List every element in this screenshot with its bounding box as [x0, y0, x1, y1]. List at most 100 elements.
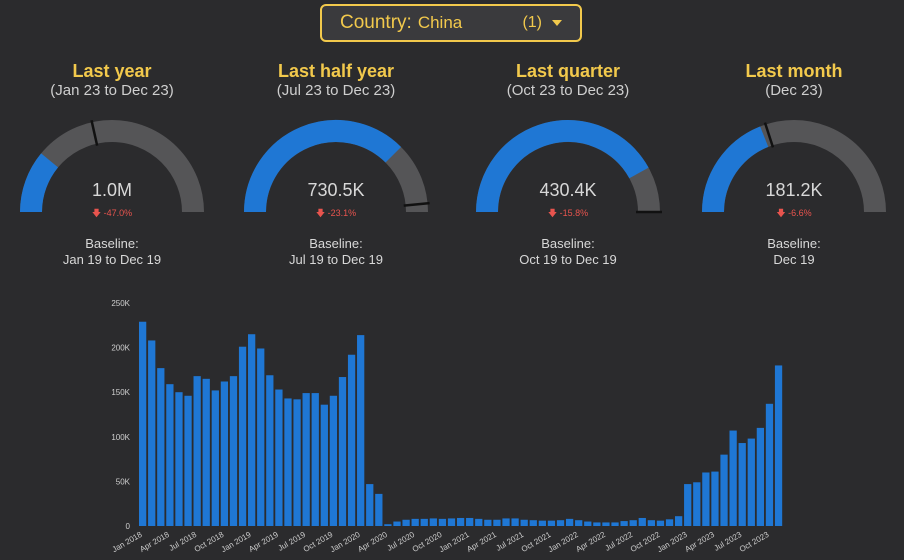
bar[interactable] [466, 518, 473, 526]
bar[interactable] [157, 368, 164, 526]
bar[interactable] [639, 518, 646, 526]
bar[interactable] [266, 375, 273, 526]
bar[interactable] [221, 382, 228, 527]
bar[interactable] [593, 522, 600, 526]
bar[interactable] [457, 518, 464, 526]
bar[interactable] [348, 355, 355, 526]
bar[interactable] [166, 384, 173, 526]
x-tick-label: Apr 2022 [574, 530, 607, 554]
bar[interactable] [257, 348, 264, 526]
bar[interactable] [339, 377, 346, 526]
bar[interactable] [775, 365, 782, 526]
bar[interactable] [611, 522, 618, 526]
bar[interactable] [421, 519, 428, 526]
bar[interactable] [548, 521, 555, 526]
gauge [2, 100, 222, 220]
bar[interactable] [330, 396, 337, 526]
bar[interactable] [212, 390, 219, 526]
bar[interactable] [620, 521, 627, 526]
bar[interactable] [439, 519, 446, 526]
baseline-range: Dec 19 [684, 252, 904, 268]
kpi-baseline: Baseline: Jan 19 to Dec 19 [2, 236, 222, 268]
y-tick-label: 150K [111, 388, 130, 397]
bar[interactable] [675, 516, 682, 526]
kpi-range: (Jul 23 to Dec 23) [226, 82, 446, 100]
country-filter-dropdown[interactable]: Country : China (1) [320, 4, 582, 42]
bar[interactable] [602, 522, 609, 526]
bar[interactable] [711, 472, 718, 526]
x-tick-label: Jan 2021 [438, 530, 471, 555]
x-tick-label: Oct 2023 [738, 530, 771, 554]
y-tick-label: 100K [111, 433, 130, 442]
baseline-range: Oct 19 to Dec 19 [458, 252, 678, 268]
bar[interactable] [384, 524, 391, 526]
bar[interactable] [484, 520, 491, 526]
bar[interactable] [748, 439, 755, 526]
bar[interactable] [239, 347, 246, 526]
bar[interactable] [357, 335, 364, 526]
bar[interactable] [539, 521, 546, 526]
bar[interactable] [139, 322, 146, 526]
filter-label: Country [340, 12, 407, 34]
kpi-title: Last half year [226, 60, 446, 82]
kpi-delta: 🡇 -23.1% [226, 206, 446, 222]
bar[interactable] [230, 376, 237, 526]
bar[interactable] [148, 340, 155, 526]
bar[interactable] [521, 520, 528, 526]
bar[interactable] [648, 520, 655, 526]
bar[interactable] [284, 398, 291, 526]
bar[interactable] [203, 379, 210, 526]
bar[interactable] [702, 472, 709, 526]
baseline-range: Jan 19 to Dec 19 [2, 252, 222, 268]
filter-value: China [418, 13, 462, 33]
bar[interactable] [584, 522, 591, 526]
bar[interactable] [729, 431, 736, 526]
bar[interactable] [502, 518, 509, 526]
bar[interactable] [375, 494, 382, 526]
bar[interactable] [175, 392, 182, 526]
bar[interactable] [366, 484, 373, 526]
bar[interactable] [194, 376, 201, 526]
baseline-label: Baseline: [458, 236, 678, 252]
bar[interactable] [448, 518, 455, 526]
bar[interactable] [693, 482, 700, 526]
bar[interactable] [393, 522, 400, 526]
bar[interactable] [402, 520, 409, 526]
bar[interactable] [275, 390, 282, 526]
bar[interactable] [566, 519, 573, 526]
bar[interactable] [511, 518, 518, 526]
bar[interactable] [575, 520, 582, 526]
gauge [226, 100, 446, 220]
chevron-down-icon[interactable] [552, 20, 562, 26]
kpi-card-last-half-year: Last half year (Jul 23 to Dec 23) 730.5K… [226, 60, 446, 220]
bar[interactable] [293, 399, 300, 526]
bar[interactable] [430, 518, 437, 526]
bar[interactable] [666, 519, 673, 526]
bar[interactable] [557, 520, 564, 526]
bar[interactable] [184, 396, 191, 526]
bar[interactable] [757, 428, 764, 526]
bar[interactable] [630, 520, 637, 526]
bar[interactable] [739, 443, 746, 526]
bar[interactable] [684, 484, 691, 526]
x-tick-label: Apr 2019 [247, 530, 280, 554]
x-tick-label: Apr 2020 [356, 530, 389, 554]
bar[interactable] [321, 405, 328, 526]
bar[interactable] [412, 519, 419, 526]
bar[interactable] [657, 521, 664, 526]
monthly-bar-chart: 050K100K150K200K250KJan 2018Apr 2018Jul … [0, 285, 904, 560]
arrow-down-icon: 🡇 [548, 208, 557, 218]
delta-text: -23.1% [328, 208, 357, 218]
baseline-label: Baseline: [226, 236, 446, 252]
arrow-down-icon: 🡇 [92, 208, 101, 218]
bar[interactable] [248, 334, 255, 526]
bar[interactable] [312, 393, 319, 526]
bar[interactable] [766, 404, 773, 526]
kpi-card-last-year: Last year (Jan 23 to Dec 23) 1.0M 🡇 -47.… [2, 60, 222, 220]
bar[interactable] [493, 520, 500, 526]
bar[interactable] [475, 519, 482, 526]
x-tick-label: Apr 2021 [465, 530, 498, 554]
bar[interactable] [530, 520, 537, 526]
bar[interactable] [720, 455, 727, 526]
bar[interactable] [303, 393, 310, 526]
